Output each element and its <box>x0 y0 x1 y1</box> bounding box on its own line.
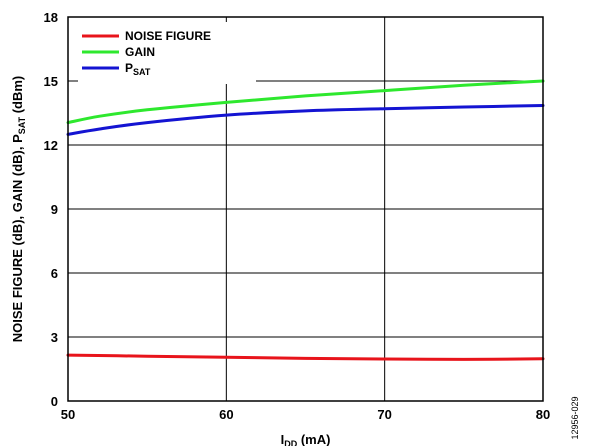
series-line-0 <box>66 353 545 361</box>
legend-label-2: PSAT <box>125 61 151 77</box>
y-tick-label: 6 <box>51 266 58 281</box>
y-tick-label: 9 <box>51 202 58 217</box>
x-tick-label: 60 <box>219 407 233 422</box>
figure-id: 12956-029 <box>570 396 580 439</box>
x-axis-title: IDD (mA) <box>281 432 331 446</box>
legend-label-1: GAIN <box>125 45 155 59</box>
legend-label-0: NOISE FIGURE <box>125 29 211 43</box>
y-tick-label: 3 <box>51 330 58 345</box>
y-axis-title: NOISE FIGURE (dB), GAIN (dB), PSAT (dBm) <box>10 76 27 343</box>
series-line-2 <box>66 104 545 136</box>
series-line-1 <box>66 79 545 125</box>
tick-labels: 50 60 70 80 0 3 6 9 12 15 18 <box>44 10 551 422</box>
series-lines <box>66 79 545 361</box>
x-tick-label: 70 <box>377 407 391 422</box>
y-tick-label: 15 <box>44 74 58 89</box>
y-tick-label: 18 <box>44 10 58 25</box>
y-tick-label: 12 <box>44 138 58 153</box>
plot-frame <box>67 16 544 402</box>
y-tick-label: 0 <box>51 394 58 409</box>
x-tick-label: 50 <box>61 407 75 422</box>
legend: NOISE FIGURE GAIN PSAT <box>78 22 256 84</box>
x-tick-label: 80 <box>536 407 550 422</box>
